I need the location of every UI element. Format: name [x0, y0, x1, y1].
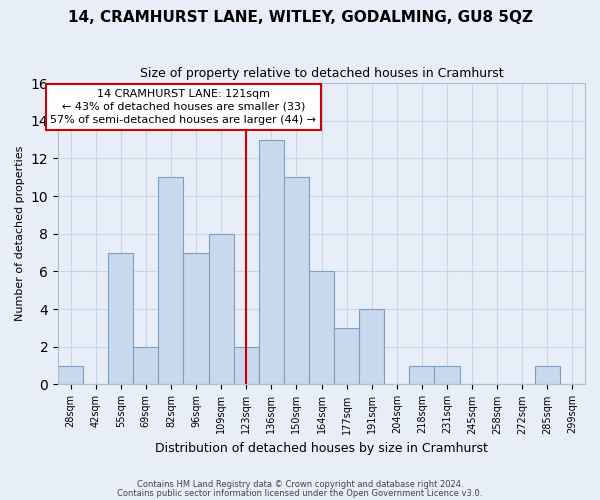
Bar: [359, 309, 384, 384]
Bar: [409, 366, 434, 384]
Text: Contains public sector information licensed under the Open Government Licence v3: Contains public sector information licen…: [118, 489, 482, 498]
Bar: [259, 140, 284, 384]
X-axis label: Distribution of detached houses by size in Cramhurst: Distribution of detached houses by size …: [155, 442, 488, 455]
Text: Contains HM Land Registry data © Crown copyright and database right 2024.: Contains HM Land Registry data © Crown c…: [137, 480, 463, 489]
Bar: [284, 177, 309, 384]
Title: Size of property relative to detached houses in Cramhurst: Size of property relative to detached ho…: [140, 68, 503, 80]
Bar: [133, 347, 158, 385]
Bar: [58, 366, 83, 384]
Bar: [209, 234, 233, 384]
Bar: [158, 177, 184, 384]
Bar: [334, 328, 359, 384]
Bar: [233, 347, 259, 385]
Text: 14 CRAMHURST LANE: 121sqm
← 43% of detached houses are smaller (33)
57% of semi-: 14 CRAMHURST LANE: 121sqm ← 43% of detac…: [50, 88, 316, 125]
Bar: [535, 366, 560, 384]
Text: 14, CRAMHURST LANE, WITLEY, GODALMING, GU8 5QZ: 14, CRAMHURST LANE, WITLEY, GODALMING, G…: [67, 10, 533, 25]
Bar: [434, 366, 460, 384]
Bar: [309, 272, 334, 384]
Bar: [184, 252, 209, 384]
Y-axis label: Number of detached properties: Number of detached properties: [15, 146, 25, 322]
Bar: [108, 252, 133, 384]
